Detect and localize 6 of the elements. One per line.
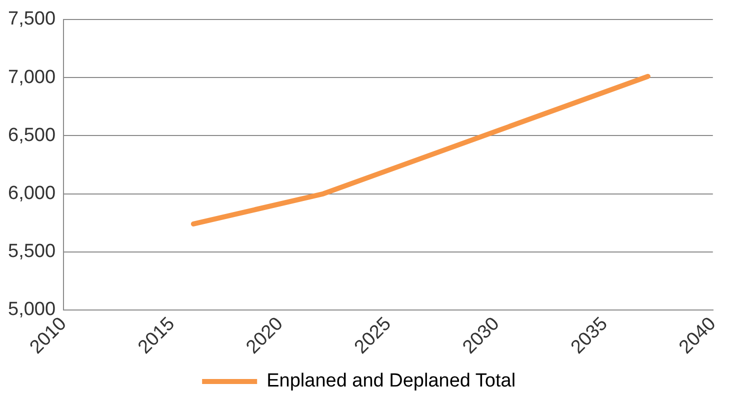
y-tick-label: 6,000 — [8, 182, 56, 204]
y-tick-label: 6,500 — [8, 124, 56, 146]
y-tick-label: 5,500 — [8, 241, 56, 262]
legend-label: Enplaned and Deplaned Total — [266, 370, 516, 392]
y-tick-label: 7,000 — [8, 66, 56, 88]
y-tick-label: 7,500 — [8, 8, 56, 30]
